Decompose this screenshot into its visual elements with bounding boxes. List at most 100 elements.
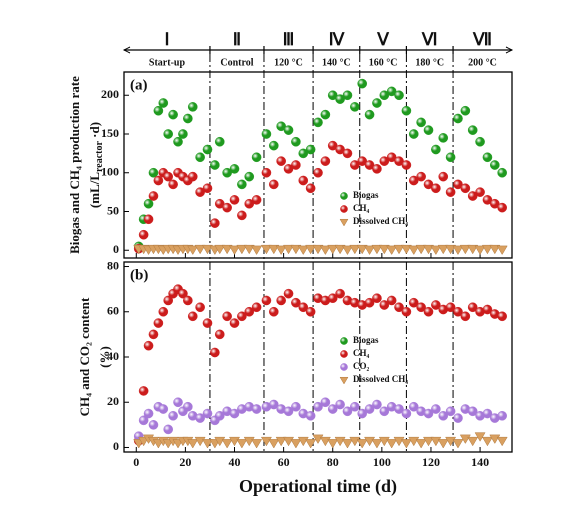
marker-triangle xyxy=(236,439,248,449)
marker-sphere xyxy=(291,136,301,147)
marker-sphere xyxy=(431,144,441,155)
marker-sphere xyxy=(183,113,193,124)
marker-sphere xyxy=(313,401,323,412)
marker-sphere xyxy=(357,408,368,419)
marker-sphere xyxy=(261,167,272,178)
marker-sphere xyxy=(386,295,397,306)
y-axis-label: CH₄ and CO₂ content xyxy=(77,297,92,416)
marker-triangle xyxy=(423,436,435,447)
marker-triangle xyxy=(386,439,398,449)
marker-triangle xyxy=(430,245,442,256)
marker-triangle xyxy=(459,244,471,255)
marker-triangle xyxy=(251,245,263,256)
marker-triangle xyxy=(467,436,479,447)
marker-sphere xyxy=(379,406,390,417)
marker-sphere xyxy=(394,404,404,414)
phase-bar-end xyxy=(122,46,131,54)
marker-sphere xyxy=(431,300,441,310)
marker-sphere xyxy=(408,401,419,412)
marker-sphere xyxy=(350,102,360,112)
marker-sphere xyxy=(229,164,240,174)
marker-sphere xyxy=(210,160,220,170)
marker-sphere xyxy=(453,113,463,124)
marker-sphere xyxy=(327,404,338,414)
marker-sphere xyxy=(445,187,456,197)
marker-triangle xyxy=(341,439,353,449)
marker-triangle xyxy=(423,244,435,255)
marker-triangle xyxy=(445,244,457,255)
marker-sphere xyxy=(372,293,382,303)
marker-triangle xyxy=(229,245,241,256)
legend-label: Dissolved CH₄ xyxy=(353,374,408,384)
marker-sphere xyxy=(372,164,382,174)
marker-sphere xyxy=(475,187,485,197)
x-axis-label: Operational time (d) xyxy=(239,476,397,497)
marker-sphere xyxy=(229,408,240,419)
marker-triangle xyxy=(290,244,302,255)
marker-sphere xyxy=(187,102,198,112)
marker-sphere xyxy=(168,109,178,120)
marker-sphere xyxy=(467,125,478,135)
phase-label: 200 °C xyxy=(468,57,497,68)
marker-sphere xyxy=(187,171,198,182)
marker-triangle xyxy=(364,245,376,256)
marker-sphere xyxy=(394,90,404,101)
marker-triangle xyxy=(496,436,508,447)
marker-triangle xyxy=(221,439,233,449)
marker-sphere xyxy=(173,397,183,408)
marker-sphere xyxy=(291,160,301,170)
marker-sphere xyxy=(460,105,471,116)
y-axis-label-part: (mL/L xyxy=(87,172,102,208)
marker-sphere xyxy=(153,318,164,328)
marker-triangle xyxy=(312,244,324,255)
marker-sphere xyxy=(178,288,188,299)
legend-label: Biogas xyxy=(353,190,379,200)
legend-marker xyxy=(340,363,348,371)
marker-sphere xyxy=(438,133,449,143)
marker-triangle xyxy=(437,244,449,255)
legend-marker xyxy=(339,218,349,227)
marker-sphere xyxy=(497,202,507,213)
x-tick-label: 20 xyxy=(179,455,191,469)
marker-sphere xyxy=(423,408,434,419)
marker-sphere xyxy=(251,404,262,414)
legend-label: Biogas xyxy=(353,335,379,345)
marker-sphere xyxy=(401,105,412,116)
phase-bar-end xyxy=(505,46,514,54)
marker-sphere xyxy=(431,183,441,194)
marker-sphere xyxy=(497,411,507,421)
marker-sphere xyxy=(202,408,213,419)
marker-sphere xyxy=(342,148,353,159)
marker-triangle xyxy=(221,244,233,255)
marker-sphere xyxy=(148,191,159,201)
marker-sphere xyxy=(210,347,220,358)
marker-triangle xyxy=(275,245,287,256)
marker-sphere xyxy=(214,329,225,340)
marker-sphere xyxy=(244,306,255,317)
marker-sphere xyxy=(187,311,198,322)
x-tick-label: 80 xyxy=(327,455,339,469)
marker-sphere xyxy=(251,152,262,163)
marker-sphere xyxy=(143,214,154,225)
plot-frame xyxy=(123,71,513,259)
marker-sphere xyxy=(268,399,279,410)
marker-triangle xyxy=(452,245,464,256)
panel-label: (a) xyxy=(130,77,148,93)
marker-triangle xyxy=(290,439,302,449)
marker-sphere xyxy=(482,304,493,315)
marker-triangle xyxy=(437,439,449,449)
legend-marker xyxy=(340,350,348,358)
marker-sphere xyxy=(453,306,463,317)
marker-sphere xyxy=(467,406,478,417)
phase-label: 160 °C xyxy=(369,57,398,68)
marker-sphere xyxy=(327,293,338,303)
y-tick-label: 60 xyxy=(107,304,119,318)
marker-sphere xyxy=(178,129,188,139)
y-tick-label: 20 xyxy=(107,394,119,408)
marker-triangle xyxy=(415,439,427,449)
marker-sphere xyxy=(475,136,485,147)
marker-sphere xyxy=(364,109,375,120)
marker-triangle xyxy=(260,244,272,255)
marker-sphere xyxy=(445,152,456,163)
